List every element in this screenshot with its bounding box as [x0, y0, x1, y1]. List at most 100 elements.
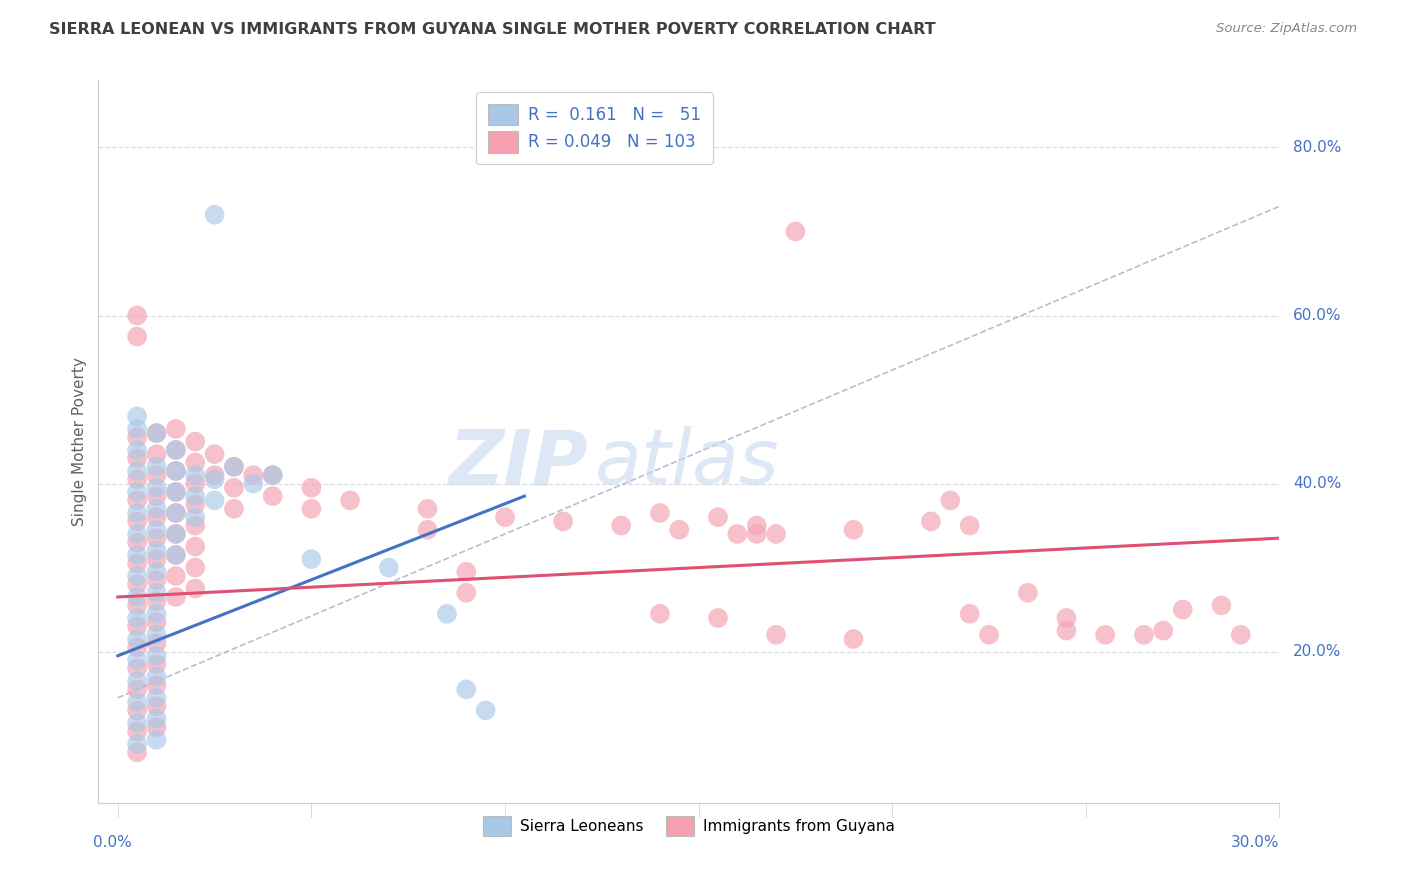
Point	[610, 518, 633, 533]
Point	[1152, 624, 1174, 638]
Point	[127, 422, 149, 436]
Point	[145, 501, 167, 516]
Point	[842, 632, 865, 646]
Point	[165, 506, 187, 520]
Point	[145, 459, 167, 474]
Point	[242, 468, 264, 483]
Point	[127, 430, 149, 444]
Point	[145, 670, 167, 684]
Point	[725, 527, 748, 541]
Point	[299, 552, 322, 566]
Point	[648, 607, 671, 621]
Point	[165, 485, 187, 500]
Point	[1211, 599, 1233, 613]
Point	[668, 523, 690, 537]
Point	[184, 489, 207, 503]
Point	[145, 648, 167, 663]
Point	[145, 481, 167, 495]
Point	[127, 506, 149, 520]
Point	[145, 468, 167, 483]
Text: 0.0%: 0.0%	[93, 835, 131, 850]
Point	[127, 745, 149, 759]
Point	[648, 506, 671, 520]
Point	[707, 611, 730, 625]
Point	[977, 628, 1000, 642]
Point	[165, 485, 187, 500]
Text: 40.0%: 40.0%	[1294, 476, 1341, 491]
Point	[456, 682, 478, 697]
Point	[145, 531, 167, 545]
Point	[222, 501, 245, 516]
Point	[127, 682, 149, 697]
Point	[127, 472, 149, 486]
Point	[145, 565, 167, 579]
Point	[127, 640, 149, 655]
Point	[127, 577, 149, 591]
Point	[1056, 624, 1078, 638]
Point	[145, 720, 167, 734]
Point	[145, 447, 167, 461]
Point	[127, 632, 149, 646]
Point	[204, 208, 226, 222]
Point	[127, 599, 149, 613]
Point	[378, 560, 401, 574]
Point	[165, 422, 187, 436]
Point	[127, 548, 149, 562]
Point	[456, 565, 478, 579]
Point	[127, 590, 149, 604]
Point	[416, 523, 439, 537]
Point	[959, 518, 981, 533]
Point	[127, 527, 149, 541]
Point	[127, 673, 149, 688]
Point	[127, 716, 149, 731]
Point	[127, 485, 149, 500]
Point	[145, 586, 167, 600]
Point	[745, 518, 768, 533]
Point	[145, 712, 167, 726]
Point	[842, 523, 865, 537]
Point	[1171, 602, 1194, 616]
Point	[145, 426, 167, 441]
Point	[145, 607, 167, 621]
Y-axis label: Single Mother Poverty: Single Mother Poverty	[72, 357, 87, 526]
Point	[1133, 628, 1156, 642]
Point	[145, 690, 167, 705]
Point	[262, 468, 284, 483]
Point	[127, 451, 149, 466]
Point	[127, 535, 149, 549]
Point	[127, 493, 149, 508]
Point	[165, 527, 187, 541]
Legend: Sierra Leoneans, Immigrants from Guyana: Sierra Leoneans, Immigrants from Guyana	[477, 810, 901, 842]
Point	[127, 653, 149, 667]
Point	[242, 476, 264, 491]
Point	[551, 514, 574, 528]
Point	[204, 447, 226, 461]
Point	[920, 514, 942, 528]
Point	[127, 611, 149, 625]
Point	[765, 628, 787, 642]
Point	[184, 510, 207, 524]
Point	[145, 573, 167, 587]
Point	[145, 628, 167, 642]
Point	[494, 510, 516, 524]
Point	[127, 557, 149, 571]
Point	[145, 636, 167, 650]
Point	[184, 582, 207, 596]
Point	[145, 699, 167, 714]
Point	[127, 329, 149, 343]
Point	[184, 476, 207, 491]
Point	[204, 493, 226, 508]
Point	[127, 309, 149, 323]
Point	[127, 703, 149, 717]
Point	[127, 724, 149, 739]
Point	[165, 569, 187, 583]
Point	[145, 732, 167, 747]
Point	[184, 540, 207, 554]
Point	[262, 468, 284, 483]
Point	[127, 442, 149, 457]
Point	[145, 426, 167, 441]
Point	[204, 472, 226, 486]
Point	[1094, 628, 1116, 642]
Point	[299, 501, 322, 516]
Point	[145, 657, 167, 672]
